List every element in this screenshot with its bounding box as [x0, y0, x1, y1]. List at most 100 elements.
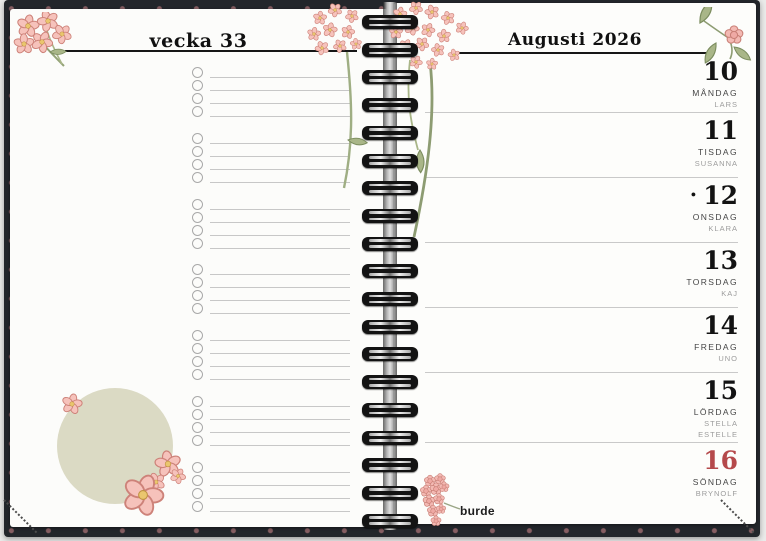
nameday-label: BRYNOLF	[695, 489, 738, 498]
checklist-group	[192, 66, 350, 118]
checklist-writing-line	[210, 497, 350, 499]
nameday-label: UNO	[718, 354, 738, 363]
checklist-writing-line	[210, 155, 350, 157]
spiral-loop	[362, 70, 418, 85]
day-date: 14	[425, 313, 738, 339]
checklist-row	[192, 474, 350, 487]
checklist-circle	[192, 93, 203, 104]
month-header-rule	[455, 52, 713, 54]
spiral-loop	[362, 236, 418, 251]
checklist-writing-line	[210, 116, 350, 117]
checklist-row	[192, 289, 350, 302]
checklist-row	[192, 211, 350, 224]
checklist-circle	[192, 421, 203, 433]
checklist-writing-line	[210, 340, 350, 342]
checklist-circle	[192, 290, 203, 302]
nameday-label: STELLA	[704, 419, 738, 428]
day-weekday-label: TISDAG	[697, 147, 738, 157]
checklist-row	[192, 79, 350, 92]
nameday-label: KAJ	[721, 289, 738, 298]
checklist-row	[192, 171, 350, 184]
brand-flower	[420, 473, 461, 526]
nameday-label: ESTELLE	[698, 430, 738, 439]
checklist-row	[192, 421, 350, 434]
checklist-row	[192, 355, 350, 368]
day-weekday-label: LÖRDAG	[693, 407, 738, 417]
day-number: 14	[703, 311, 738, 340]
day-weekday-label: FREDAG	[694, 342, 738, 352]
checklist-writing-line	[210, 142, 350, 144]
checklist-writing-line	[210, 353, 350, 355]
checklist-circle	[192, 487, 203, 499]
checklist-circle	[192, 461, 203, 473]
day-list: 10 MÅNDAG LARS 11 TISDAG SUSANNA ● 12 ONSDAG KLAR…	[425, 54, 738, 522]
checklist-row	[192, 395, 350, 408]
spiral-loop	[362, 98, 418, 113]
checklist-circle	[192, 408, 203, 420]
checklist-circle	[192, 395, 203, 407]
day-weekday-label: MÅNDAG	[692, 88, 738, 98]
spiral-loop	[362, 485, 418, 500]
day-date: ● 12	[425, 183, 738, 209]
spiral-loop	[362, 208, 418, 223]
checklist-writing-line	[210, 77, 350, 78]
spiral-loop	[362, 181, 418, 196]
day-number: 16	[703, 446, 738, 475]
corner-flower-cluster	[12, 12, 76, 67]
spiral-loop	[362, 15, 418, 29]
checklist-writing-line	[210, 300, 350, 302]
week-header: vecka 33	[149, 30, 248, 52]
day-date: 10	[425, 59, 738, 85]
checklist-writing-line	[210, 221, 350, 223]
day-row: 10 MÅNDAG LARS	[425, 54, 738, 113]
spiral-loop	[362, 42, 418, 57]
right-page: Augusti 2026 10 MÅNDAG LARS 11 TISDAG SUSANNA…	[394, 3, 756, 534]
checklist-row	[192, 461, 350, 474]
checklist-writing-line	[210, 418, 350, 420]
checklist-row	[192, 368, 350, 381]
circle-flower-decoration	[58, 391, 190, 522]
day-date: 13	[425, 248, 738, 274]
spiral-loop	[362, 125, 418, 140]
spiral-loop	[362, 430, 418, 445]
day-row: 15 LÖRDAG STELLA ESTELLE	[425, 373, 738, 443]
checklist-row	[192, 198, 350, 211]
checklist-writing-line	[210, 405, 350, 407]
checklist-row	[192, 434, 350, 447]
checklist-writing-line	[210, 90, 350, 91]
checklist-circle	[192, 171, 203, 183]
checklist-circle	[192, 303, 203, 315]
checklist-writing-line	[210, 366, 350, 368]
nameday-label: LARS	[714, 100, 738, 109]
checklist-writing-line	[210, 484, 350, 486]
month-header: Augusti 2026	[507, 30, 643, 50]
checklist-row	[192, 276, 350, 289]
checklist-circle	[192, 67, 203, 78]
checklist-group	[192, 132, 350, 184]
checklist-circle	[192, 132, 203, 144]
checklist-writing-line	[210, 247, 350, 249]
checklist-row	[192, 92, 350, 105]
spiral-loop	[362, 347, 418, 362]
checklist-writing-line	[210, 431, 350, 433]
checklist-writing-line	[210, 444, 350, 446]
checklist-circle	[192, 106, 203, 117]
spiral-loop	[362, 153, 418, 168]
checklist-circle	[192, 369, 203, 381]
day-row: ● 12 ONSDAG KLARA	[425, 178, 738, 243]
checklist-circle	[192, 277, 203, 289]
checklist-group	[192, 198, 350, 250]
nameday-label: KLARA	[708, 224, 738, 233]
day-row: 16 SÖNDAG BRYNOLF	[425, 443, 738, 522]
checklist-row	[192, 329, 350, 342]
checklist-writing-line	[210, 379, 350, 381]
checklist-group	[192, 461, 350, 513]
checklist-writing-line	[210, 168, 350, 170]
checklist-row	[192, 224, 350, 237]
spiral-loop	[362, 292, 418, 306]
checklist-row	[192, 132, 350, 145]
checklist-circle	[192, 264, 203, 276]
spiral-loop	[362, 319, 418, 334]
nameday-label: SUSANNA	[694, 159, 738, 168]
